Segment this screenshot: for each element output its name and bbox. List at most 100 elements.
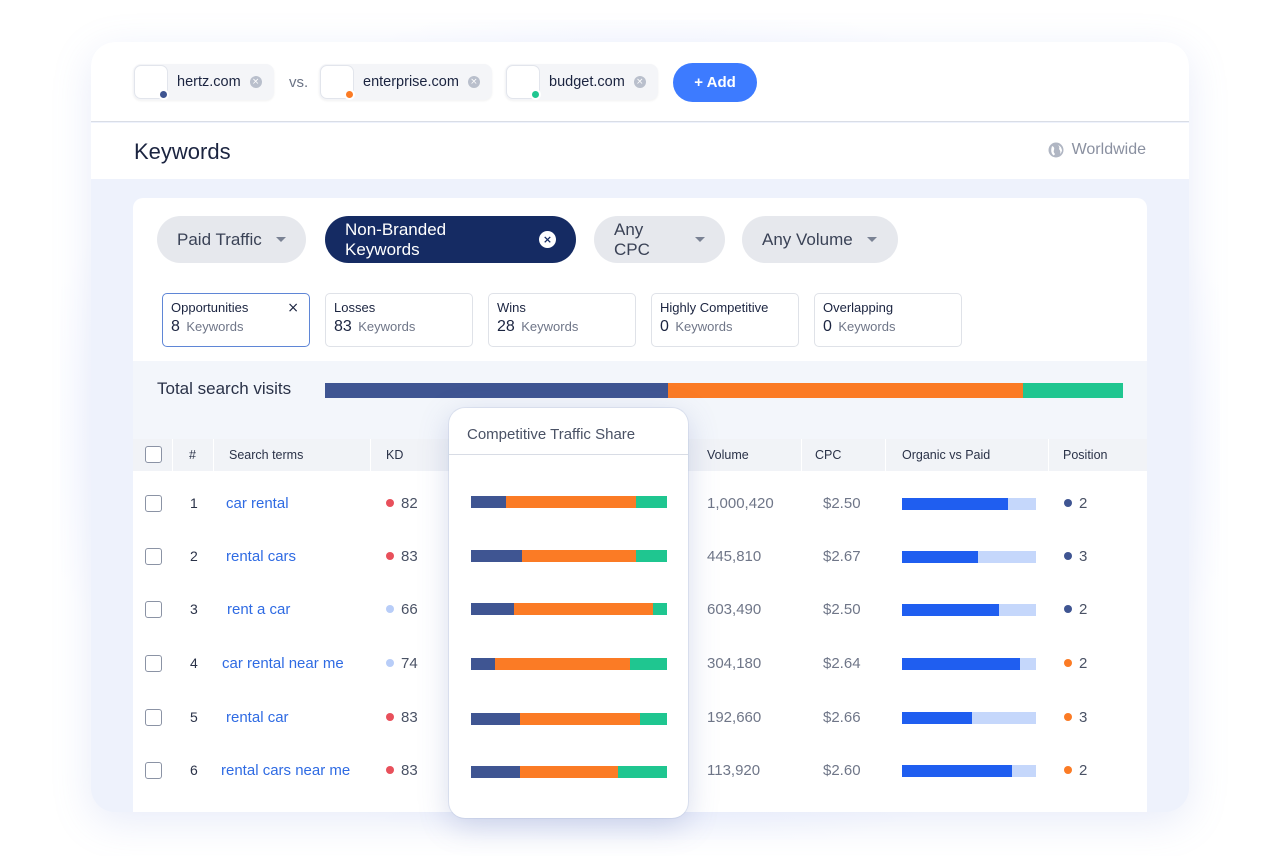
row-number: 2 [190, 548, 198, 564]
stat-highly-competitive[interactable]: Highly Competitive 0 Keywords [651, 293, 799, 347]
volume-value: 603,490 [707, 601, 762, 618]
cpc-value: $2.60 [823, 762, 861, 779]
kd-number: 83 [401, 709, 418, 726]
kd-value: 83 [386, 744, 418, 797]
table-row[interactable]: 3 rent a car 66 603,490 $2.50 2 [133, 583, 1147, 636]
row-checkbox[interactable] [145, 601, 162, 618]
position-value: 2 [1064, 637, 1087, 690]
column-volume[interactable]: Volume [707, 448, 749, 462]
filter-label: Non-Branded Keywords [345, 219, 447, 259]
column-position[interactable]: Position [1063, 448, 1108, 462]
stat-value: 0 [660, 318, 669, 335]
search-term-link[interactable]: rental cars near me [221, 762, 351, 779]
stat-opportunities[interactable]: Opportunities 8 Keywords × [162, 293, 310, 347]
row-checkbox[interactable] [145, 709, 162, 726]
select-all-checkbox[interactable] [145, 446, 162, 463]
column-organic-vs-paid[interactable]: Organic vs Paid [902, 448, 991, 462]
remove-icon[interactable]: × [249, 76, 262, 88]
filter-any-cpc[interactable]: Any CPC [594, 216, 725, 263]
row-checkbox[interactable] [145, 548, 162, 565]
clear-filter-icon[interactable]: × [539, 231, 556, 248]
hertz-share-segment [471, 713, 520, 725]
remove-icon[interactable]: × [633, 76, 646, 88]
hertz-share-segment [471, 496, 507, 508]
row-checkbox[interactable] [145, 495, 162, 512]
position-value: 2 [1064, 583, 1087, 636]
position-number: 2 [1079, 762, 1088, 779]
region-label: Worldwide [1071, 141, 1146, 158]
kd-dot-icon [386, 552, 394, 560]
organic-fill [902, 551, 979, 563]
volume-value: 113,920 [707, 762, 761, 779]
column-search-terms[interactable]: Search terms [229, 448, 304, 462]
row-number: 4 [190, 655, 198, 671]
table-row[interactable]: 2 rental cars 83 445,810 $2.67 3 [133, 530, 1147, 583]
column-kd[interactable]: KD [386, 448, 404, 462]
stat-wins[interactable]: Wins 28 Keywords [488, 293, 636, 347]
kd-value: 74 [386, 637, 418, 690]
kd-dot-icon [386, 766, 394, 774]
row-number: 1 [190, 495, 198, 511]
organic-fill [902, 712, 972, 724]
row-checkbox[interactable] [145, 762, 162, 779]
filter-label: Paid Traffic [177, 229, 262, 249]
caret-down-icon [695, 237, 705, 242]
filter-paid-traffic[interactable]: Paid Traffic [157, 216, 306, 263]
column-cpc[interactable]: CPC [815, 448, 842, 462]
stat-label: Wins [497, 300, 526, 315]
stat-unit: Keywords [675, 319, 733, 334]
position-value: 2 [1064, 744, 1087, 797]
competitor-chip-hertz[interactable]: hertz.com × [133, 64, 274, 100]
cpc-value: $2.66 [823, 709, 861, 726]
kd-value: 66 [386, 583, 418, 636]
competitor-chip-budget[interactable]: budget.com × [505, 64, 658, 100]
row-number: 3 [190, 601, 198, 617]
stat-label: Highly Competitive [660, 300, 769, 315]
volume-value: 1,000,420 [707, 495, 774, 512]
budget-share-segment [629, 658, 667, 670]
row-checkbox[interactable] [145, 655, 162, 672]
competitor-domain: enterprise.com [363, 74, 459, 90]
stat-unit: Keywords [186, 319, 244, 334]
stat-overlapping[interactable]: Overlapping 0 Keywords [814, 293, 962, 347]
caret-down-icon [866, 237, 877, 242]
globe-icon [1048, 142, 1064, 158]
search-term-link[interactable]: rental car [226, 709, 289, 726]
position-value: 3 [1064, 530, 1087, 583]
position-value: 3 [1064, 691, 1087, 744]
enterprise-share-segment [521, 550, 636, 562]
favicon-icon [134, 65, 169, 100]
search-term-link[interactable]: rental cars [226, 548, 297, 565]
region-selector[interactable]: Worldwide [1048, 141, 1146, 159]
remove-icon[interactable]: × [467, 76, 480, 88]
kd-dot-icon [386, 605, 394, 613]
caret-down-icon [275, 237, 286, 242]
budget-share-segment [1023, 383, 1123, 398]
table-row[interactable]: 4 car rental near me 74 304,180 $2.64 2 [133, 637, 1147, 690]
traffic-share-bar [471, 766, 667, 778]
favicon-icon [320, 65, 355, 100]
cpc-value: $2.50 [823, 495, 861, 512]
table-row[interactable]: 5 rental car 83 192,660 $2.66 3 [133, 691, 1147, 744]
kd-number: 66 [401, 601, 418, 618]
search-term-link[interactable]: rent a car [227, 601, 291, 618]
stat-label: Overlapping [823, 300, 894, 315]
stat-losses[interactable]: Losses 83 Keywords [325, 293, 473, 347]
filter-any-volume[interactable]: Any Volume [742, 216, 898, 263]
position-number: 2 [1079, 655, 1088, 672]
color-dot-icon [158, 89, 169, 100]
filter-non-branded[interactable]: Non-Branded Keywords × [325, 216, 576, 263]
popup-title: Competitive Traffic Share [449, 408, 688, 455]
search-term-link[interactable]: car rental [226, 495, 289, 512]
filter-label: Any CPC [614, 219, 650, 259]
traffic-share-bar [471, 550, 667, 562]
add-competitor-button[interactable]: + Add [673, 63, 757, 102]
competitor-chip-enterprise[interactable]: enterprise.com × [319, 64, 492, 100]
table-row[interactable]: 1 car rental 82 1,000,420 $2.50 2 [133, 477, 1147, 530]
kd-value: 82 [386, 477, 418, 530]
close-icon[interactable]: × [287, 300, 299, 316]
kd-value: 83 [386, 530, 418, 583]
search-term-link[interactable]: car rental near me [222, 655, 344, 672]
vs-label: vs. [289, 74, 309, 91]
table-row[interactable]: 6 rental cars near me 83 113,920 $2.60 2 [133, 744, 1147, 797]
